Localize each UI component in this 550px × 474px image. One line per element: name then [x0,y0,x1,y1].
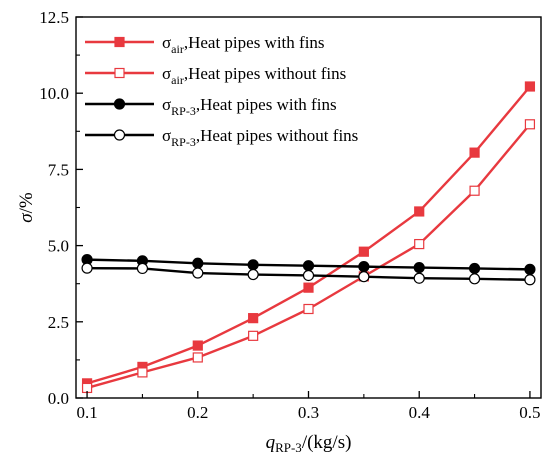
y-tick-label: 7.5 [48,160,69,179]
circle-marker [358,261,370,273]
series-1 [81,81,536,389]
circle-marker [192,267,204,279]
square-marker [114,67,125,79]
y-axis-unit: /% [16,192,37,213]
circle-marker [192,257,204,269]
square-marker [303,282,314,293]
x-tick-label: 0.3 [298,403,319,422]
y-axis-title: σ/% [16,192,37,223]
ticks-layer: 0.1 0.2 0.3 0.4 0.5 0.0 2.5 5.0 7.5 10.0 12.5 [39,8,540,422]
square-marker [524,119,536,130]
x-axis-symbol: q [266,432,276,453]
square-marker [469,147,480,158]
circle-marker [136,262,149,275]
circle-marker [81,262,93,274]
series-4 [81,262,536,286]
square-marker [248,330,259,341]
circle-marker [358,271,370,283]
circle-marker [302,260,315,272]
x-axis-subscript: RP-3 [275,440,302,455]
y-axis-symbol: σ [16,213,37,223]
circle-marker [113,129,126,141]
y-tick-label: 12.5 [39,8,69,27]
legend-label: σair,Heat pipes without fins [162,64,346,87]
circle-marker [468,273,481,285]
circle-marker [413,272,425,284]
legend-label: σRP-3,Heat pipes with fins [162,95,337,118]
legend-entry: σair,Heat pipes with fins [85,33,325,56]
y-tick-label: 10.0 [39,84,69,103]
legend-entry: σRP-3,Heat pipes with fins [85,95,337,118]
x-axis-title: qRP-3/(kg/s) [266,432,352,455]
circle-marker [413,261,425,274]
circle-marker [247,268,259,281]
legend: σair,Heat pipes with fins σair,Heat pipes… [85,33,358,149]
square-marker [192,340,203,351]
y-tick-label: 0.0 [48,389,69,408]
x-tick-label: 0.1 [76,403,97,422]
square-marker [414,238,425,250]
circle-marker [302,269,315,282]
legend-entry: σRP-3,Heat pipes without fins [85,126,358,149]
x-axis-unit: /(kg/s) [302,432,352,453]
square-marker [248,313,259,324]
legend-label: σRP-3,Heat pipes without fins [162,126,358,149]
circle-marker [247,259,259,271]
y-tick-label: 5.0 [48,237,69,256]
square-marker [414,206,425,217]
square-marker [137,367,148,378]
x-tick-label: 0.5 [519,403,540,422]
square-marker [303,303,314,315]
legend-label: σair,Heat pipes with fins [162,33,325,56]
x-tick-label: 0.2 [187,403,208,422]
circle-marker [524,274,536,286]
square-marker [114,36,125,48]
x-tick-label: 0.4 [409,403,431,422]
series-2 [81,119,536,394]
circle-marker [468,262,481,275]
square-marker [192,352,203,363]
square-marker [469,185,480,196]
circle-marker [524,263,536,275]
legend-entry: σair,Heat pipes without fins [85,64,346,87]
square-marker [524,81,536,92]
square-marker [358,246,369,257]
circle-marker [113,98,126,110]
series-layer [81,81,536,394]
y-tick-label: 2.5 [48,313,69,332]
